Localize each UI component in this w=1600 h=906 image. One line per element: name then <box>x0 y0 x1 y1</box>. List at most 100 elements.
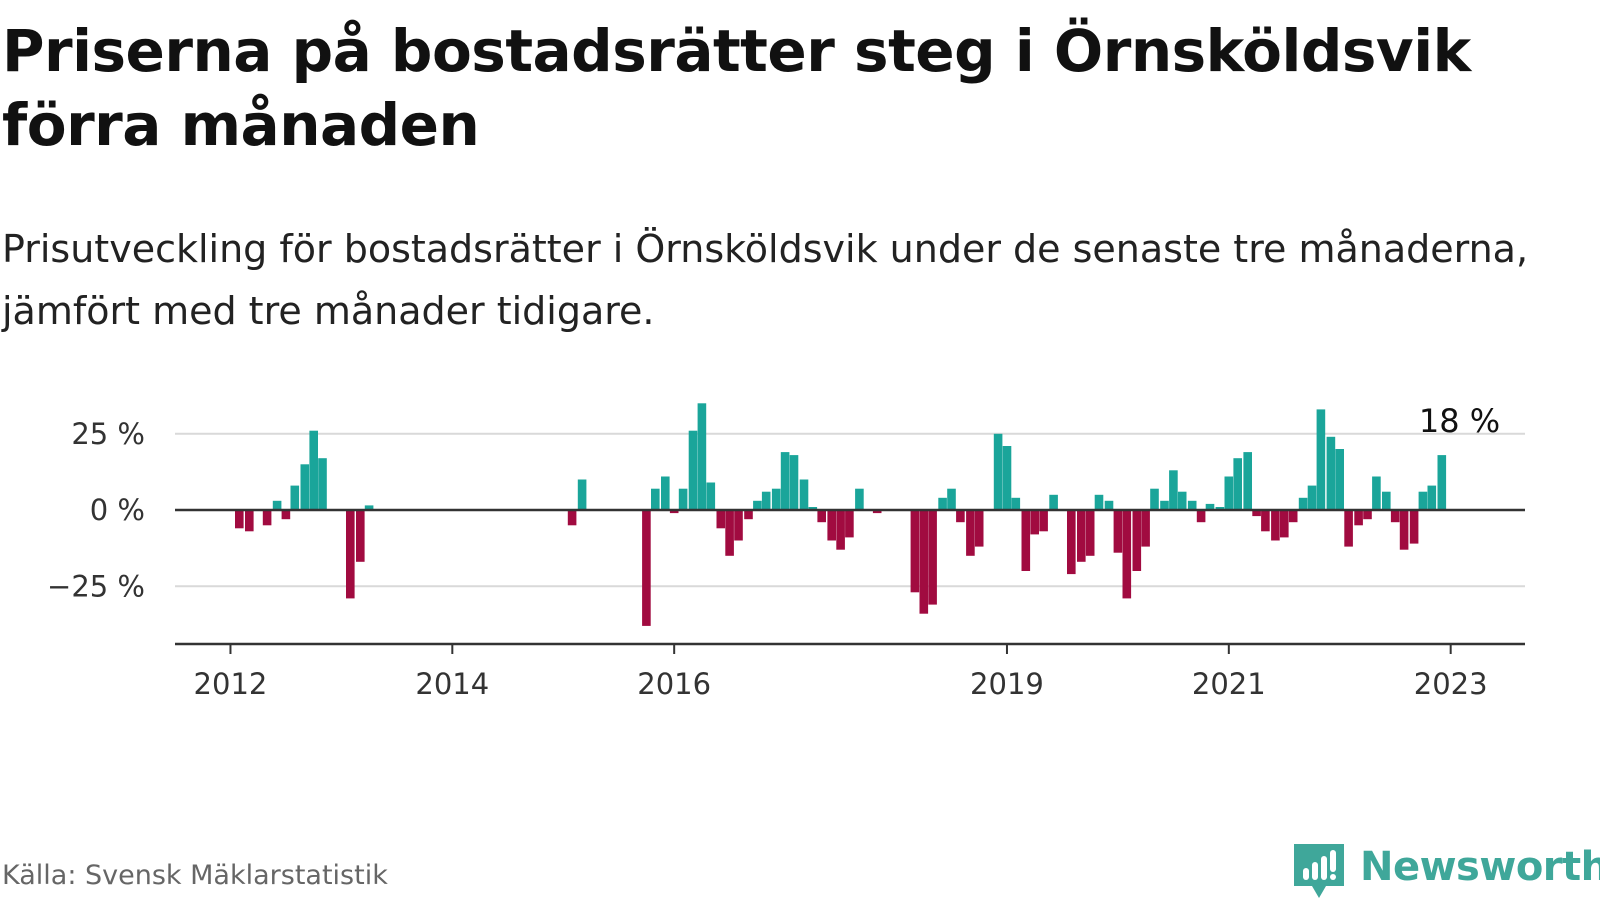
bar <box>1169 470 1178 510</box>
tick-labels: 25 % 0 % −25 % 2012 2014 2016 2019 2021 2023 18 % <box>47 402 1500 701</box>
bar <box>966 510 975 556</box>
bar <box>678 488 688 510</box>
bar <box>1344 510 1353 547</box>
bar <box>1122 510 1132 599</box>
bar <box>827 510 836 541</box>
bar <box>281 510 291 520</box>
bar <box>1243 452 1252 510</box>
bar <box>1141 510 1150 547</box>
x-tick-label: 2012 <box>194 667 268 701</box>
bar <box>1077 510 1086 562</box>
bar <box>1224 476 1234 510</box>
bar <box>262 510 272 526</box>
bar <box>245 510 254 532</box>
bar <box>290 485 300 510</box>
bar <box>974 510 984 547</box>
bar <box>761 491 771 510</box>
bar <box>300 464 310 511</box>
bar <box>1280 510 1289 538</box>
source-note: Källa: Svensk Mäklarstatistik <box>2 860 388 891</box>
bar <box>928 510 937 605</box>
y-tick-label: −25 % <box>47 569 145 603</box>
bar <box>1196 510 1206 523</box>
x-tick-label: 2021 <box>1192 667 1266 701</box>
bar <box>577 479 587 510</box>
bar <box>1409 510 1419 544</box>
bar <box>272 500 282 510</box>
bar <box>771 488 781 510</box>
bar <box>1390 510 1400 523</box>
bar <box>1271 510 1280 541</box>
bar <box>799 479 809 510</box>
x-tick-label: 2023 <box>1414 667 1488 701</box>
bar <box>1215 507 1225 510</box>
bar <box>1252 510 1261 517</box>
bar <box>808 507 818 510</box>
bar <box>1363 510 1372 520</box>
x-tick-label: 2019 <box>970 667 1044 701</box>
x-tick-label: 2016 <box>637 667 711 701</box>
bar <box>669 510 679 514</box>
bar <box>734 510 743 541</box>
brand-name: Newsworthy <box>1360 844 1600 890</box>
bar <box>1094 494 1104 511</box>
bar <box>1030 510 1039 535</box>
bar <box>697 403 707 511</box>
bar <box>1132 510 1142 571</box>
bar <box>364 505 374 510</box>
bar <box>725 510 734 556</box>
bar <box>1326 436 1336 510</box>
bar <box>753 500 762 510</box>
bar <box>1382 491 1391 510</box>
bar <box>855 488 864 510</box>
bar <box>1288 510 1298 523</box>
bar-chart: 25 % 0 % −25 % 2012 2014 2016 2019 2021 2023 18 % <box>47 402 1525 701</box>
bar <box>993 433 1003 511</box>
bar <box>1307 485 1317 510</box>
bar <box>661 476 670 510</box>
bar <box>1316 409 1326 510</box>
bar <box>1067 510 1076 575</box>
bar <box>789 455 799 510</box>
bar <box>1021 510 1031 571</box>
grid-lines <box>175 432 1525 588</box>
bar <box>872 510 882 514</box>
bar <box>567 510 577 526</box>
brand-logo[interactable]: Newsworthy <box>1290 842 1600 902</box>
bar <box>1039 510 1048 532</box>
y-tick-label: 25 % <box>71 417 145 451</box>
y-tick-label: 0 % <box>90 493 145 527</box>
bar <box>706 482 716 510</box>
bar <box>1011 497 1021 510</box>
last-value-label: 18 % <box>1419 402 1500 440</box>
axes <box>175 508 1525 654</box>
bar <box>716 510 726 529</box>
bar <box>688 430 698 510</box>
bar <box>836 510 845 550</box>
bar <box>1160 500 1169 510</box>
bar <box>346 510 355 599</box>
bar <box>956 510 965 523</box>
bar <box>910 510 920 593</box>
chart-title: Priserna på bostadsrätter steg i Örnsköl… <box>2 17 1471 159</box>
bar <box>744 510 753 520</box>
bar <box>780 452 790 510</box>
bar <box>1261 510 1270 532</box>
bar <box>938 497 947 510</box>
bar <box>1418 491 1428 510</box>
bar <box>1372 476 1381 510</box>
x-tick-label: 2014 <box>415 667 489 701</box>
bar <box>1177 491 1187 510</box>
bar <box>1104 500 1114 510</box>
bar <box>356 510 365 562</box>
bar <box>1049 494 1058 511</box>
bar <box>1002 446 1012 510</box>
bar <box>1150 488 1159 510</box>
bar <box>919 510 929 614</box>
bar <box>1427 485 1437 510</box>
bar <box>318 458 327 510</box>
bar <box>1354 510 1363 526</box>
bar <box>817 510 826 523</box>
bar <box>1187 500 1197 510</box>
bar <box>1233 458 1242 510</box>
